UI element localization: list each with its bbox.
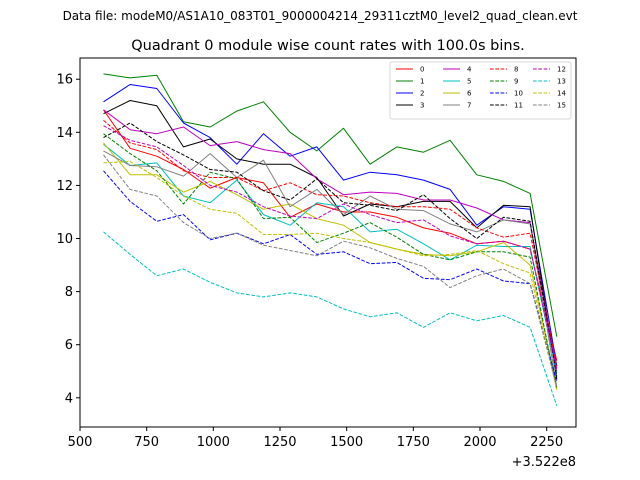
legend-label-12: 12 [557,66,566,74]
x-tick-label: 2250 [530,435,563,450]
legend-label-9: 9 [514,78,518,86]
legend-label-4: 4 [467,66,472,74]
legend-label-6: 6 [467,90,472,98]
y-tick-label: 16 [56,73,73,88]
legend-label-2: 2 [420,90,424,98]
legend-label-14: 14 [557,90,566,98]
x-axis-ticks: 500 750 1000 1250 1500 1750 2000 2250 [68,427,563,450]
plot-frame [79,57,577,428]
x-tick-label: 1000 [197,435,230,450]
series-line-12 [103,125,558,369]
x-tick-label: 750 [134,435,159,450]
series-line-6 [103,142,558,388]
chart-title: Quadrant 0 module wise count rates with … [131,38,525,54]
chart-suptitle: Data file: modeM0/AS1A10_083T01_90000042… [63,9,578,23]
y-axis-ticks: 4 6 8 10 12 14 16 [56,73,80,406]
y-tick-label: 6 [65,338,73,353]
series-line-8 [103,120,558,366]
x-tick-label: 1750 [397,435,430,450]
legend-label-11: 11 [514,102,523,110]
series-line-3 [103,100,558,380]
series-line-13 [103,231,558,406]
plot-lines [103,73,558,406]
series-line-0 [103,109,558,361]
series-line-4 [103,109,558,372]
x-tick-label: 2000 [463,435,496,450]
series-line-11 [103,122,558,377]
series-line-1 [103,73,558,337]
legend-label-13: 13 [557,78,566,86]
x-tick-label: 1250 [263,435,296,450]
legend-label-10: 10 [514,90,523,98]
legend-box [389,61,572,120]
y-tick-label: 8 [65,285,73,300]
series-line-10 [103,170,558,383]
legend-label-7: 7 [467,102,471,110]
legend-label-5: 5 [467,78,471,86]
legend-label-3: 3 [420,102,424,110]
x-tick-label: 500 [68,435,93,450]
x-offset-label: +3.522e8 [512,455,576,470]
legend-label-1: 1 [420,78,424,86]
series-line-14 [103,161,558,390]
y-tick-label: 12 [56,179,73,194]
y-tick-label: 10 [56,232,73,247]
legend-label-8: 8 [514,66,518,74]
x-tick-label: 1500 [330,435,363,450]
legend-label-0: 0 [420,66,424,74]
series-line-15 [103,154,558,388]
series-line-2 [103,84,558,366]
y-tick-label: 4 [65,391,73,406]
y-tick-label: 14 [56,126,73,141]
series-line-5 [103,143,558,375]
legend-label-15: 15 [557,102,566,110]
